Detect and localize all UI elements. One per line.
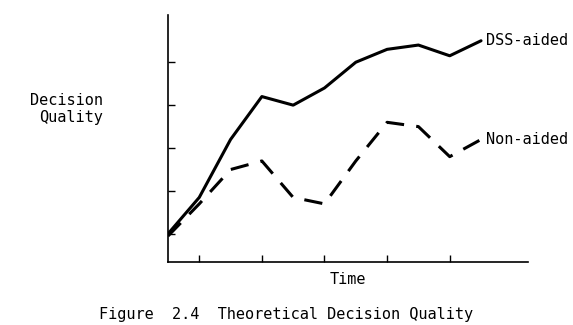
Y-axis label: Decision
Quality: Decision Quality: [30, 93, 103, 125]
Text: Non-aided: Non-aided: [486, 132, 568, 147]
Text: DSS-aided: DSS-aided: [486, 33, 568, 48]
Text: Figure  2.4  Theoretical Decision Quality: Figure 2.4 Theoretical Decision Quality: [100, 307, 473, 322]
X-axis label: Time: Time: [329, 272, 366, 287]
